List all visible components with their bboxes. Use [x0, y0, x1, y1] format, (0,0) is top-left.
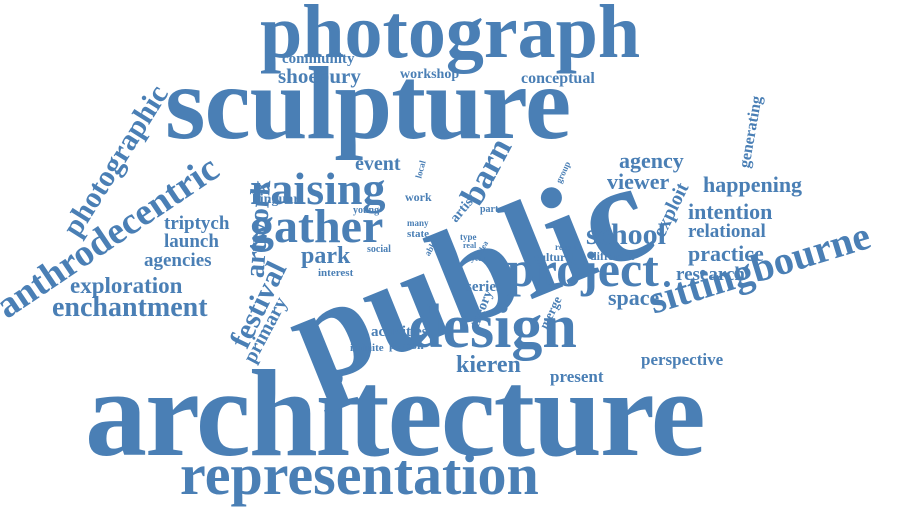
- word-perspective: perspective: [641, 350, 724, 369]
- word-park: park: [301, 243, 351, 269]
- word-representation: representation: [180, 442, 539, 507]
- word-many: many: [407, 218, 429, 228]
- word-activities: activities: [371, 324, 428, 340]
- word-shoebury: shoebury: [278, 64, 361, 88]
- word-work: work: [405, 190, 432, 204]
- word-community: community: [282, 51, 355, 67]
- word-intention: intention: [688, 199, 773, 224]
- word-real: real: [463, 241, 477, 250]
- word-school: school: [586, 218, 667, 251]
- word-exploration: exploration: [70, 273, 183, 298]
- word-generating: generating: [736, 94, 766, 170]
- word-state: state: [407, 228, 429, 240]
- word-practice: practice: [688, 241, 764, 266]
- word-sculpture: sculpture: [165, 46, 571, 161]
- word-young: young: [353, 205, 380, 216]
- word-present: present: [550, 367, 604, 386]
- word-gather: gather: [250, 200, 384, 253]
- word-happening: happening: [703, 172, 803, 197]
- word-series: series: [466, 279, 502, 295]
- word-year: year: [471, 254, 487, 263]
- word-kieren: kieren: [456, 352, 521, 378]
- word-space: space: [608, 285, 660, 310]
- word-project: project: [507, 241, 659, 297]
- word-event: event: [355, 153, 401, 175]
- word-person: person: [389, 338, 424, 352]
- word-photograph: photograph: [260, 0, 641, 74]
- word-social: social: [367, 244, 391, 255]
- word-hinguar: hinguar: [252, 192, 300, 207]
- word-infinite: infinite: [350, 342, 384, 354]
- word-agencies: agencies: [144, 250, 212, 271]
- word-research: research: [676, 264, 745, 285]
- word-agency: agency: [619, 148, 684, 173]
- word-different: different: [590, 249, 635, 263]
- word-local: local: [413, 159, 428, 180]
- word-design: design: [408, 293, 577, 361]
- word-viewer: viewer: [607, 169, 670, 194]
- word-triptych: triptych: [164, 213, 230, 234]
- word-conceptual: conceptual: [521, 70, 595, 87]
- word-part: part: [480, 204, 499, 215]
- word-workshop: workshop: [400, 67, 460, 82]
- word-raising: raising: [250, 163, 386, 214]
- word-architecture: architecture: [85, 345, 706, 482]
- word-result: result: [555, 242, 577, 252]
- word-enchantment: enchantment: [52, 292, 208, 323]
- word-cultural: cultural: [534, 250, 575, 264]
- word-interest: interest: [318, 267, 354, 279]
- word-relational: relational: [688, 221, 766, 242]
- word-type: type: [460, 232, 477, 242]
- word-launch: launch: [164, 231, 219, 252]
